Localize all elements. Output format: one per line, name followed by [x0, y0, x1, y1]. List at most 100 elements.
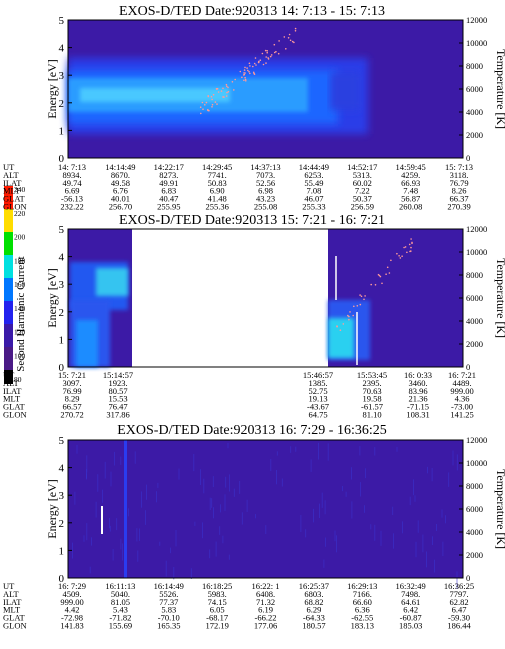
- temperature-point: [379, 275, 382, 278]
- orbit-cell: 49.91: [159, 178, 178, 188]
- orbit-cell: 180.57: [302, 621, 325, 631]
- noise-streak: [305, 529, 307, 538]
- temperature-point: [381, 282, 383, 285]
- noise-streak: [351, 467, 352, 480]
- orbit-cell: 66.37: [449, 194, 468, 204]
- orbit-cell: 5983.: [208, 589, 227, 599]
- noise-streak: [228, 554, 230, 560]
- orbit-cell: 4489.: [452, 378, 471, 388]
- orbit-cell: 6.47: [452, 605, 467, 615]
- orbit-cell: 76.79: [449, 178, 468, 188]
- noise-streak: [213, 507, 214, 519]
- orbit-cell: 15:53:45: [357, 370, 387, 380]
- noise-streak: [364, 505, 365, 513]
- temperature-point: [291, 40, 294, 43]
- orbit-cell: 8.26: [452, 186, 467, 196]
- temperature-point: [398, 255, 400, 257]
- temperature-point: [214, 101, 217, 103]
- noise-streak: [319, 503, 320, 518]
- orbit-cell: 3097.: [62, 378, 81, 388]
- temperature-point: [252, 65, 254, 68]
- noise-streak: [359, 446, 361, 456]
- orbit-cell: 232.22: [60, 202, 83, 212]
- colorbar: 240 220 200 180 160 140 120 100 80 Second Harmon…: [4, 185, 27, 384]
- orbit-cell: 1923.: [108, 378, 127, 388]
- orbit-cell: 6.90: [210, 186, 225, 196]
- y-tick-label: 2: [59, 307, 65, 319]
- noise-streak: [396, 446, 398, 452]
- temperature-point: [239, 70, 242, 73]
- noise-streak: [281, 478, 283, 487]
- temperature-point: [211, 98, 213, 101]
- y2-tick-label: 10000: [466, 247, 487, 257]
- orbit-row-label: UT: [3, 370, 15, 380]
- panel-2-title: EXOS-D/TED Date:920313 15: 7:21 - 16: 7:…: [119, 213, 385, 228]
- y2-tick-label: 2000: [466, 339, 483, 349]
- temperature-point: [377, 273, 380, 276]
- noise-streak: [321, 492, 323, 508]
- orbit-cell: -71.15: [407, 402, 429, 412]
- noise-streak: [215, 541, 217, 557]
- noise-streak: [139, 528, 140, 541]
- orbit-cell: 46.07: [304, 194, 323, 204]
- y2-tick-label: 6000: [466, 293, 483, 303]
- y2-tick-label: 10000: [466, 38, 487, 48]
- noise-streak: [324, 500, 326, 515]
- orbit-cell: 255.95: [157, 202, 180, 212]
- noise-streak: [409, 496, 411, 506]
- orbit-cell: -56.13: [61, 194, 83, 204]
- orbit-cell: 186.44: [447, 621, 471, 631]
- orbit-cell: 14:59:45: [396, 162, 426, 172]
- orbit-row-label: GLON: [3, 621, 27, 631]
- temperature-point: [411, 242, 413, 245]
- noise-streak: [290, 446, 292, 453]
- orbit-cell: 7.08: [306, 186, 321, 196]
- temperature-point: [205, 101, 208, 104]
- orbit-cell: 8273.: [159, 170, 178, 180]
- orbit-cell: 49.74: [62, 178, 82, 188]
- y2-tick-label: 2000: [466, 130, 483, 140]
- orbit-cell: 14:37:13: [250, 162, 280, 172]
- noise-streak: [222, 535, 224, 544]
- orbit-cell: 3118.: [450, 170, 469, 180]
- orbit-cell: 64.75: [308, 410, 327, 420]
- noise-streak: [415, 541, 417, 558]
- orbit-cell: 7741.: [208, 170, 227, 180]
- noise-streak: [370, 524, 372, 530]
- orbit-cell: 71.32: [256, 597, 275, 607]
- orbit-cell: -70.10: [158, 613, 180, 623]
- orbit-cell: 40.01: [111, 194, 130, 204]
- noise-streak: [170, 547, 171, 554]
- orbit-cell: 52.56: [256, 178, 275, 188]
- orbit-cell: 70.63: [362, 386, 381, 396]
- orbit-cell: 66.93: [401, 178, 420, 188]
- noise-streak: [120, 538, 122, 550]
- noise-streak: [233, 488, 235, 497]
- temperature-point: [264, 49, 267, 52]
- temperature-point: [217, 91, 220, 93]
- noise-streak: [120, 456, 122, 465]
- orbit-cell: 62.82: [449, 597, 468, 607]
- temperature-point: [210, 95, 213, 98]
- orbit-row-label: ILAT: [3, 386, 22, 396]
- orbit-cell: 7166.: [353, 589, 372, 599]
- orbit-cell: 21.36: [408, 394, 427, 404]
- temperature-point: [257, 61, 260, 64]
- colorbar-tick: 140: [14, 304, 26, 313]
- orbit-cell: 76.99: [62, 386, 81, 396]
- orbit-cell: 19.13: [308, 394, 327, 404]
- orbit-cell: 40.47: [159, 194, 178, 204]
- orbit-cell: 3460.: [408, 378, 427, 388]
- y2-tick-label: 12000: [466, 435, 487, 445]
- temperature-point: [220, 90, 223, 92]
- temperature-point: [231, 81, 234, 83]
- orbit-cell: 999.00: [450, 386, 473, 396]
- panel-2-y2label: Temperature [K]: [494, 258, 505, 338]
- orbit-cell: 16: 7:21: [448, 370, 476, 380]
- temperature-point: [255, 64, 257, 66]
- orbit-row-label: ALT: [3, 378, 20, 388]
- noise-streak: [276, 470, 277, 485]
- temperature-point: [262, 63, 265, 66]
- orbit-row-label: UT: [3, 162, 15, 172]
- noise-streak: [157, 482, 159, 488]
